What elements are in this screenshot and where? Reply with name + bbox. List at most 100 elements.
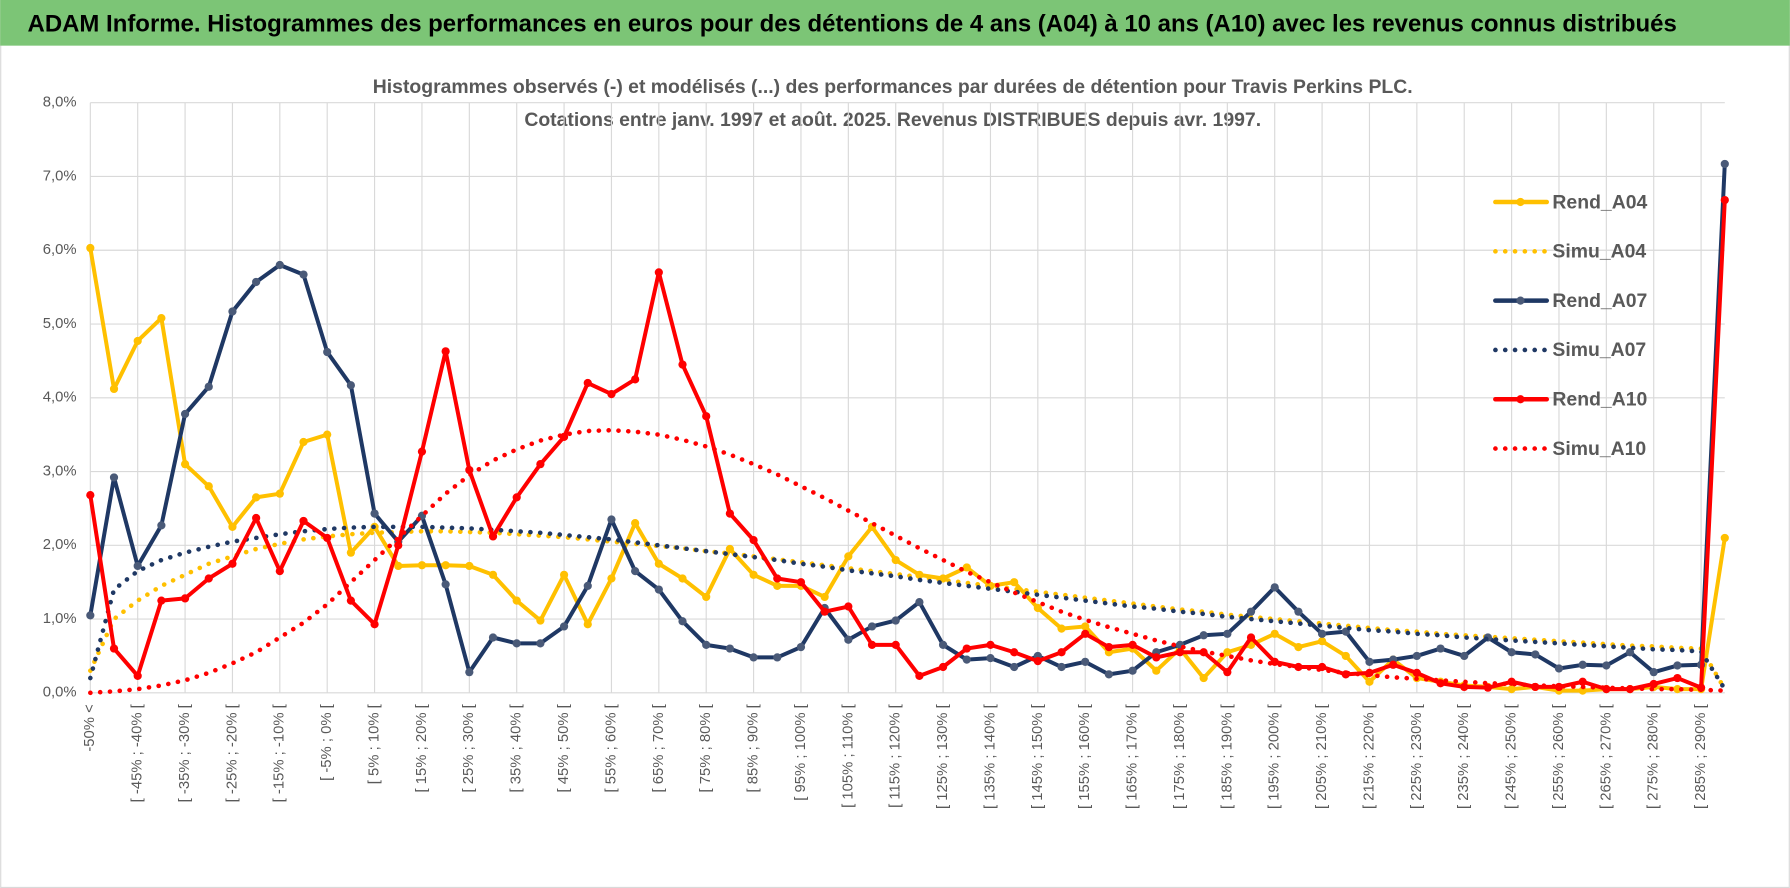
point	[86, 611, 95, 620]
point	[1104, 670, 1114, 679]
point	[678, 617, 687, 626]
point	[1554, 682, 1564, 692]
x-tick-label: [ 5% ; 10% [	[366, 704, 382, 784]
point	[1602, 661, 1611, 670]
point	[749, 570, 758, 579]
point	[133, 336, 142, 346]
point	[299, 437, 308, 447]
point	[1412, 651, 1421, 661]
point	[1223, 648, 1232, 657]
x-tick-label: [ 215% ; 220% [	[1361, 704, 1377, 809]
y-tick-label: 4,0%	[43, 390, 77, 406]
point	[631, 519, 640, 528]
point	[1578, 677, 1587, 686]
point	[346, 548, 355, 557]
point	[1294, 642, 1303, 652]
y-tick-label: 7,0%	[43, 168, 77, 184]
x-tick-label: [ 25% ; 30% [	[461, 704, 477, 792]
point	[346, 596, 355, 605]
point	[607, 389, 616, 399]
series-line	[88, 161, 1727, 677]
y-tick-label: 5,0%	[43, 316, 77, 332]
x-tick-label: [ 15% ; 20% [	[414, 704, 430, 792]
series-line	[88, 427, 1728, 696]
point	[1246, 607, 1256, 616]
point	[867, 622, 877, 631]
point	[1412, 668, 1421, 678]
legend-marker	[1516, 296, 1525, 305]
x-tick-label: [ 165% ; 170% [	[1125, 704, 1141, 809]
point	[1507, 648, 1516, 657]
x-tick-label: [ 225% ; 230% [	[1409, 704, 1425, 809]
y-tick-label: 1,0%	[43, 611, 77, 627]
point	[1341, 651, 1350, 661]
point	[228, 307, 237, 316]
point	[702, 412, 711, 421]
point	[1223, 668, 1232, 677]
point	[1057, 662, 1066, 672]
point	[465, 561, 474, 571]
point	[1673, 685, 1682, 694]
y-tick-label: 6,0%	[43, 242, 77, 258]
legend-label: Rend_A04	[1552, 191, 1647, 213]
point	[180, 460, 190, 469]
point	[323, 430, 332, 439]
point	[1483, 683, 1493, 692]
point	[749, 653, 758, 662]
point	[133, 561, 142, 571]
point	[157, 596, 166, 605]
x-tick-label: [ -15% ; -10% [	[272, 704, 288, 802]
x-tick-label: [ 275% ; 280% [	[1646, 704, 1662, 809]
point	[1246, 633, 1256, 642]
point	[346, 381, 355, 390]
x-tick-label: [ 85% ; 90% [	[746, 704, 762, 792]
point	[417, 447, 427, 456]
point	[678, 360, 687, 369]
point	[1270, 657, 1279, 666]
point	[796, 578, 806, 587]
point	[512, 639, 521, 648]
point	[773, 581, 782, 590]
point	[204, 574, 213, 583]
legend-label: Simu_A10	[1552, 438, 1646, 460]
point	[1460, 682, 1469, 692]
chart-title: Histogrammes observés (-) et modélisés (…	[373, 76, 1413, 98]
point	[654, 268, 663, 277]
x-tick-label: -50% <	[82, 704, 98, 751]
point	[1057, 648, 1066, 657]
point	[465, 465, 474, 475]
point	[157, 314, 166, 323]
series-line	[88, 198, 1727, 692]
x-tick-label: [ 205% ; 210% [	[1314, 704, 1330, 809]
point	[228, 522, 237, 531]
point	[252, 513, 261, 523]
point	[583, 378, 592, 388]
point	[86, 243, 95, 253]
x-tick-label: [ 235% ; 240% [	[1456, 704, 1472, 809]
point	[488, 633, 498, 642]
point	[1673, 661, 1682, 670]
point	[1057, 624, 1066, 633]
point	[986, 654, 995, 663]
point	[844, 552, 853, 561]
point	[915, 597, 924, 607]
point	[1199, 631, 1208, 640]
point	[654, 559, 663, 568]
point	[1649, 679, 1658, 689]
point	[749, 536, 758, 545]
point	[512, 596, 521, 605]
point	[844, 635, 853, 644]
point	[1365, 677, 1374, 686]
point	[180, 409, 190, 419]
point	[1507, 685, 1516, 694]
legend-label: Simu_A07	[1552, 339, 1646, 361]
point	[607, 515, 616, 524]
point	[631, 375, 640, 384]
point	[109, 384, 119, 394]
point	[1460, 651, 1469, 661]
point	[938, 640, 948, 649]
point	[536, 639, 545, 648]
point	[394, 561, 403, 571]
chart-title: Cotations entre janv. 1997 et août. 2025…	[524, 109, 1261, 131]
